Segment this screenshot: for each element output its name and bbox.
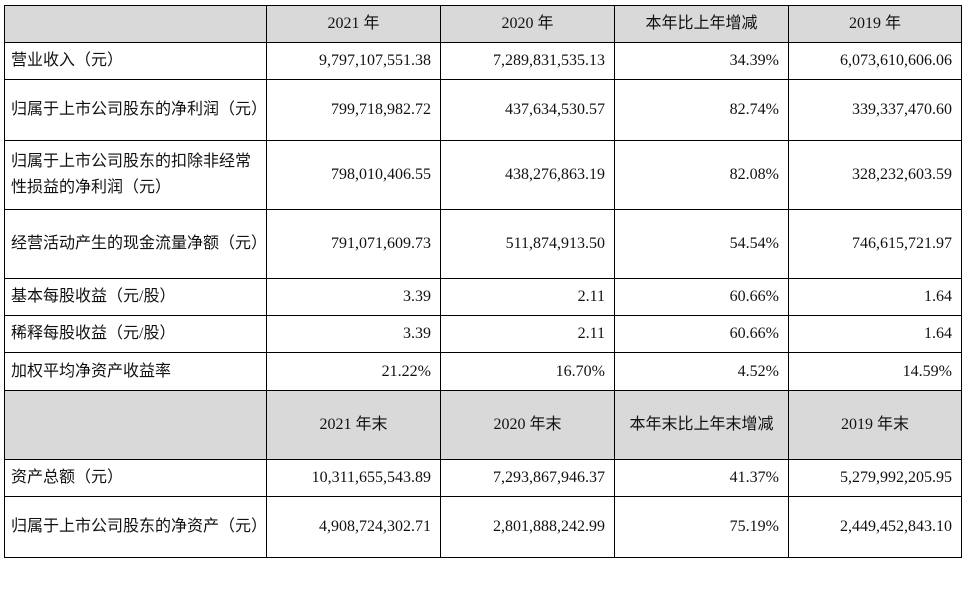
cell-2021: 4,908,724,302.71: [266, 496, 441, 558]
cell-2019: 2,449,452,843.10: [788, 496, 962, 558]
row-label: 稀释每股收益（元/股）: [4, 315, 267, 353]
header-cell-2019-end: 2019 年末: [788, 390, 962, 460]
cell-2019: 328,232,603.59: [788, 140, 962, 210]
cell-change: 82.74%: [614, 79, 789, 141]
row-label: 加权平均净资产收益率: [4, 352, 267, 391]
header-cell-2019: 2019 年: [788, 5, 962, 43]
row-label: 营业收入（元）: [4, 42, 267, 80]
cell-2021: 21.22%: [266, 352, 441, 391]
cell-2020: 2.11: [440, 315, 615, 353]
cell-2021: 3.39: [266, 315, 441, 353]
cell-2020: 437,634,530.57: [440, 79, 615, 141]
cell-change: 4.52%: [614, 352, 789, 391]
cell-2019: 5,279,992,205.95: [788, 459, 962, 497]
cell-change: 75.19%: [614, 496, 789, 558]
cell-2019: 1.64: [788, 278, 962, 316]
cell-2019: 6,073,610,606.06: [788, 42, 962, 80]
cell-2020: 7,293,867,946.37: [440, 459, 615, 497]
row-label: 归属于上市公司股东的净利润（元）: [4, 79, 267, 141]
cell-2020: 2.11: [440, 278, 615, 316]
row-label: 归属于上市公司股东的净资产（元）: [4, 496, 267, 558]
cell-2020: 438,276,863.19: [440, 140, 615, 210]
cell-2021: 9,797,107,551.38: [266, 42, 441, 80]
cell-change: 54.54%: [614, 209, 789, 279]
row-label: 基本每股收益（元/股）: [4, 278, 267, 316]
table-row: 经营活动产生的现金流量净额（元） 791,071,609.73 511,874,…: [4, 209, 962, 279]
financial-summary-table: 2021 年 2020 年 本年比上年增减 2019 年 营业收入（元） 9,7…: [4, 5, 962, 558]
header-cell-2021-end: 2021 年末: [266, 390, 441, 460]
cell-2020: 7,289,831,535.13: [440, 42, 615, 80]
header-cell-2020: 2020 年: [440, 5, 615, 43]
table-row: 归属于上市公司股东的扣除非经常性损益的净利润（元） 798,010,406.55…: [4, 140, 962, 210]
table-row: 归属于上市公司股东的净利润（元） 799,718,982.72 437,634,…: [4, 79, 962, 141]
table-row: 基本每股收益（元/股） 3.39 2.11 60.66% 1.64: [4, 278, 962, 316]
cell-2020: 2,801,888,242.99: [440, 496, 615, 558]
cell-2019: 746,615,721.97: [788, 209, 962, 279]
table-row: 营业收入（元） 9,797,107,551.38 7,289,831,535.1…: [4, 42, 962, 80]
table-header-row: 2021 年末 2020 年末 本年末比上年末增减 2019 年末: [4, 390, 962, 460]
row-label: 归属于上市公司股东的扣除非经常性损益的净利润（元）: [4, 140, 267, 210]
header-cell-2020-end: 2020 年末: [440, 390, 615, 460]
cell-2021: 798,010,406.55: [266, 140, 441, 210]
cell-2019: 14.59%: [788, 352, 962, 391]
cell-2019: 1.64: [788, 315, 962, 353]
header-cell-2021: 2021 年: [266, 5, 441, 43]
table-header-row: 2021 年 2020 年 本年比上年增减 2019 年: [4, 5, 962, 43]
cell-2020: 16.70%: [440, 352, 615, 391]
table-row: 归属于上市公司股东的净资产（元） 4,908,724,302.71 2,801,…: [4, 496, 962, 558]
table-row: 稀释每股收益（元/股） 3.39 2.11 60.66% 1.64: [4, 315, 962, 353]
cell-change: 34.39%: [614, 42, 789, 80]
row-label: 经营活动产生的现金流量净额（元）: [4, 209, 267, 279]
cell-2021: 10,311,655,543.89: [266, 459, 441, 497]
cell-change: 60.66%: [614, 315, 789, 353]
table-row: 资产总额（元） 10,311,655,543.89 7,293,867,946.…: [4, 459, 962, 497]
table-row: 加权平均净资产收益率 21.22% 16.70% 4.52% 14.59%: [4, 352, 962, 391]
cell-2021: 3.39: [266, 278, 441, 316]
cell-change: 41.37%: [614, 459, 789, 497]
cell-2020: 511,874,913.50: [440, 209, 615, 279]
header-cell-blank: [4, 5, 267, 43]
cell-2019: 339,337,470.60: [788, 79, 962, 141]
header-cell-change-end: 本年末比上年末增减: [614, 390, 789, 460]
cell-change: 82.08%: [614, 140, 789, 210]
header-cell-change: 本年比上年增减: [614, 5, 789, 43]
cell-2021: 791,071,609.73: [266, 209, 441, 279]
cell-change: 60.66%: [614, 278, 789, 316]
cell-2021: 799,718,982.72: [266, 79, 441, 141]
row-label: 资产总额（元）: [4, 459, 267, 497]
header-cell-blank: [4, 390, 267, 460]
